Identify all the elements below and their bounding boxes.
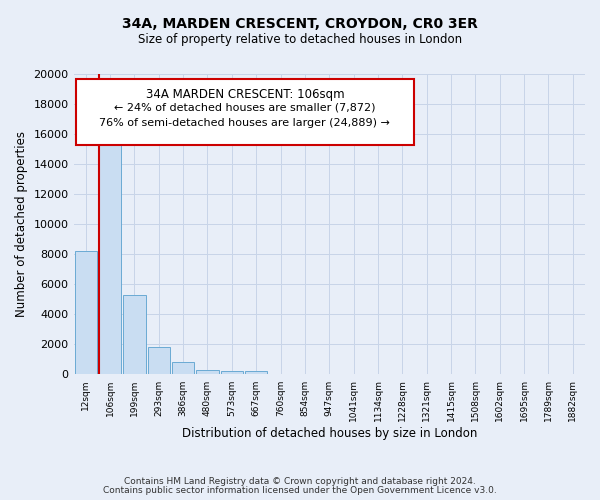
- Bar: [245, 372, 268, 374]
- Bar: [99, 125, 121, 374]
- Text: 76% of semi-detached houses are larger (24,889) →: 76% of semi-detached houses are larger (…: [100, 118, 391, 128]
- Text: Contains HM Land Registry data © Crown copyright and database right 2024.: Contains HM Land Registry data © Crown c…: [124, 477, 476, 486]
- Text: Contains public sector information licensed under the Open Government Licence v3: Contains public sector information licen…: [103, 486, 497, 495]
- Text: Size of property relative to detached houses in London: Size of property relative to detached ho…: [138, 32, 462, 46]
- Text: 34A MARDEN CRESCENT: 106sqm: 34A MARDEN CRESCENT: 106sqm: [146, 88, 344, 101]
- Bar: [221, 372, 243, 374]
- X-axis label: Distribution of detached houses by size in London: Distribution of detached houses by size …: [182, 427, 477, 440]
- Bar: [148, 346, 170, 374]
- Text: ← 24% of detached houses are smaller (7,872): ← 24% of detached houses are smaller (7,…: [114, 102, 376, 113]
- Y-axis label: Number of detached properties: Number of detached properties: [15, 131, 28, 317]
- Bar: [123, 295, 146, 374]
- Bar: [172, 362, 194, 374]
- FancyBboxPatch shape: [76, 78, 413, 144]
- Bar: [74, 252, 97, 374]
- Bar: [196, 370, 218, 374]
- Text: 34A, MARDEN CRESCENT, CROYDON, CR0 3ER: 34A, MARDEN CRESCENT, CROYDON, CR0 3ER: [122, 18, 478, 32]
